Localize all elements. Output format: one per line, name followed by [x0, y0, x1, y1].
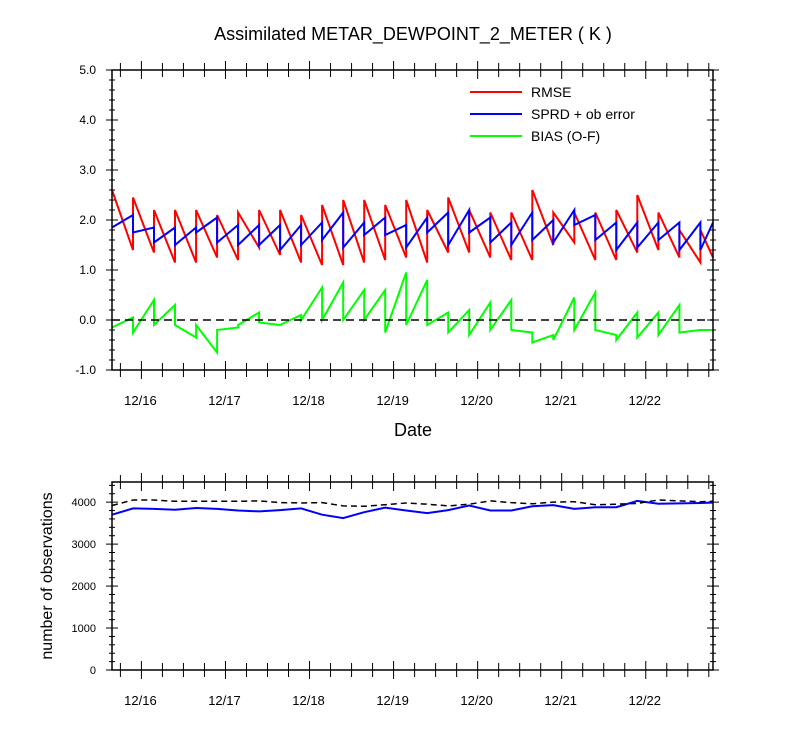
y-axis-label-observations: number of observations: [39, 492, 56, 659]
x-tick-label: 12/22: [628, 693, 661, 708]
y-tick-label: 0: [90, 665, 96, 677]
top-panel: Assimilated METAR_DEWPOINT_2_METER ( K )…: [75, 24, 719, 440]
top-plot-frame: [111, 69, 714, 371]
y-tick-label: 2000: [72, 581, 96, 593]
x-tick-label: 12/20: [460, 393, 493, 408]
top-series-group: [111, 189, 714, 356]
y-tick-label: -1.0: [75, 363, 96, 377]
chart-title: Assimilated METAR_DEWPOINT_2_METER ( K ): [214, 24, 612, 45]
x-tick-label: 12/16: [124, 693, 157, 708]
y-tick-label: 3000: [72, 539, 96, 551]
x-tick-label: 12/21: [544, 393, 577, 408]
bottom-series-group: [111, 499, 714, 520]
bottom-y-tick-labels: 0 1000 2000 3000 4000: [72, 497, 96, 677]
legend: RMSE SPRD + ob error BIAS (O-F): [470, 84, 635, 144]
series-line-sprd-ob-error: [111, 206, 714, 253]
x-tick-label: 12/19: [376, 393, 409, 408]
series-line-obs-used: [111, 499, 714, 520]
top-x-tick-labels: 12/16 12/17 12/18 12/19 12/20 12/21 12/22: [124, 393, 661, 408]
y-tick-label: 5.0: [79, 63, 96, 77]
y-tick-label: 1.0: [79, 263, 96, 277]
legend-label: SPRD + ob error: [531, 106, 635, 122]
y-tick-label: 4.0: [79, 113, 96, 127]
y-tick-label: 4000: [72, 497, 96, 509]
y-tick-label: 0.0: [79, 313, 96, 327]
bottom-x-tick-labels: 12/16 12/17 12/18 12/19 12/20 12/21 12/22: [124, 693, 661, 708]
y-tick-label: 3.0: [79, 163, 96, 177]
y-tick-label: 2.0: [79, 213, 96, 227]
x-tick-label: 12/22: [628, 393, 661, 408]
y-tick-label: 1000: [72, 623, 96, 635]
x-tick-label: 12/17: [208, 393, 241, 408]
x-tick-label: 12/19: [376, 693, 409, 708]
series-line-bias-o-f: [111, 272, 713, 356]
x-tick-label: 12/17: [208, 693, 241, 708]
x-tick-label: 12/21: [544, 693, 577, 708]
legend-label: RMSE: [531, 84, 571, 100]
top-y-tick-labels: -1.0 0.0 1.0 2.0 3.0 4.0 5.0: [75, 63, 96, 377]
x-tick-label: 12/18: [292, 693, 325, 708]
legend-label: BIAS (O-F): [531, 128, 600, 144]
bottom-plot-frame: [111, 481, 714, 671]
x-tick-label: 12/18: [292, 393, 325, 408]
x-axis-label: Date: [394, 420, 432, 440]
x-tick-label: 12/16: [124, 393, 157, 408]
series-line-obs-possible: [111, 499, 714, 508]
x-tick-label: 12/20: [460, 693, 493, 708]
